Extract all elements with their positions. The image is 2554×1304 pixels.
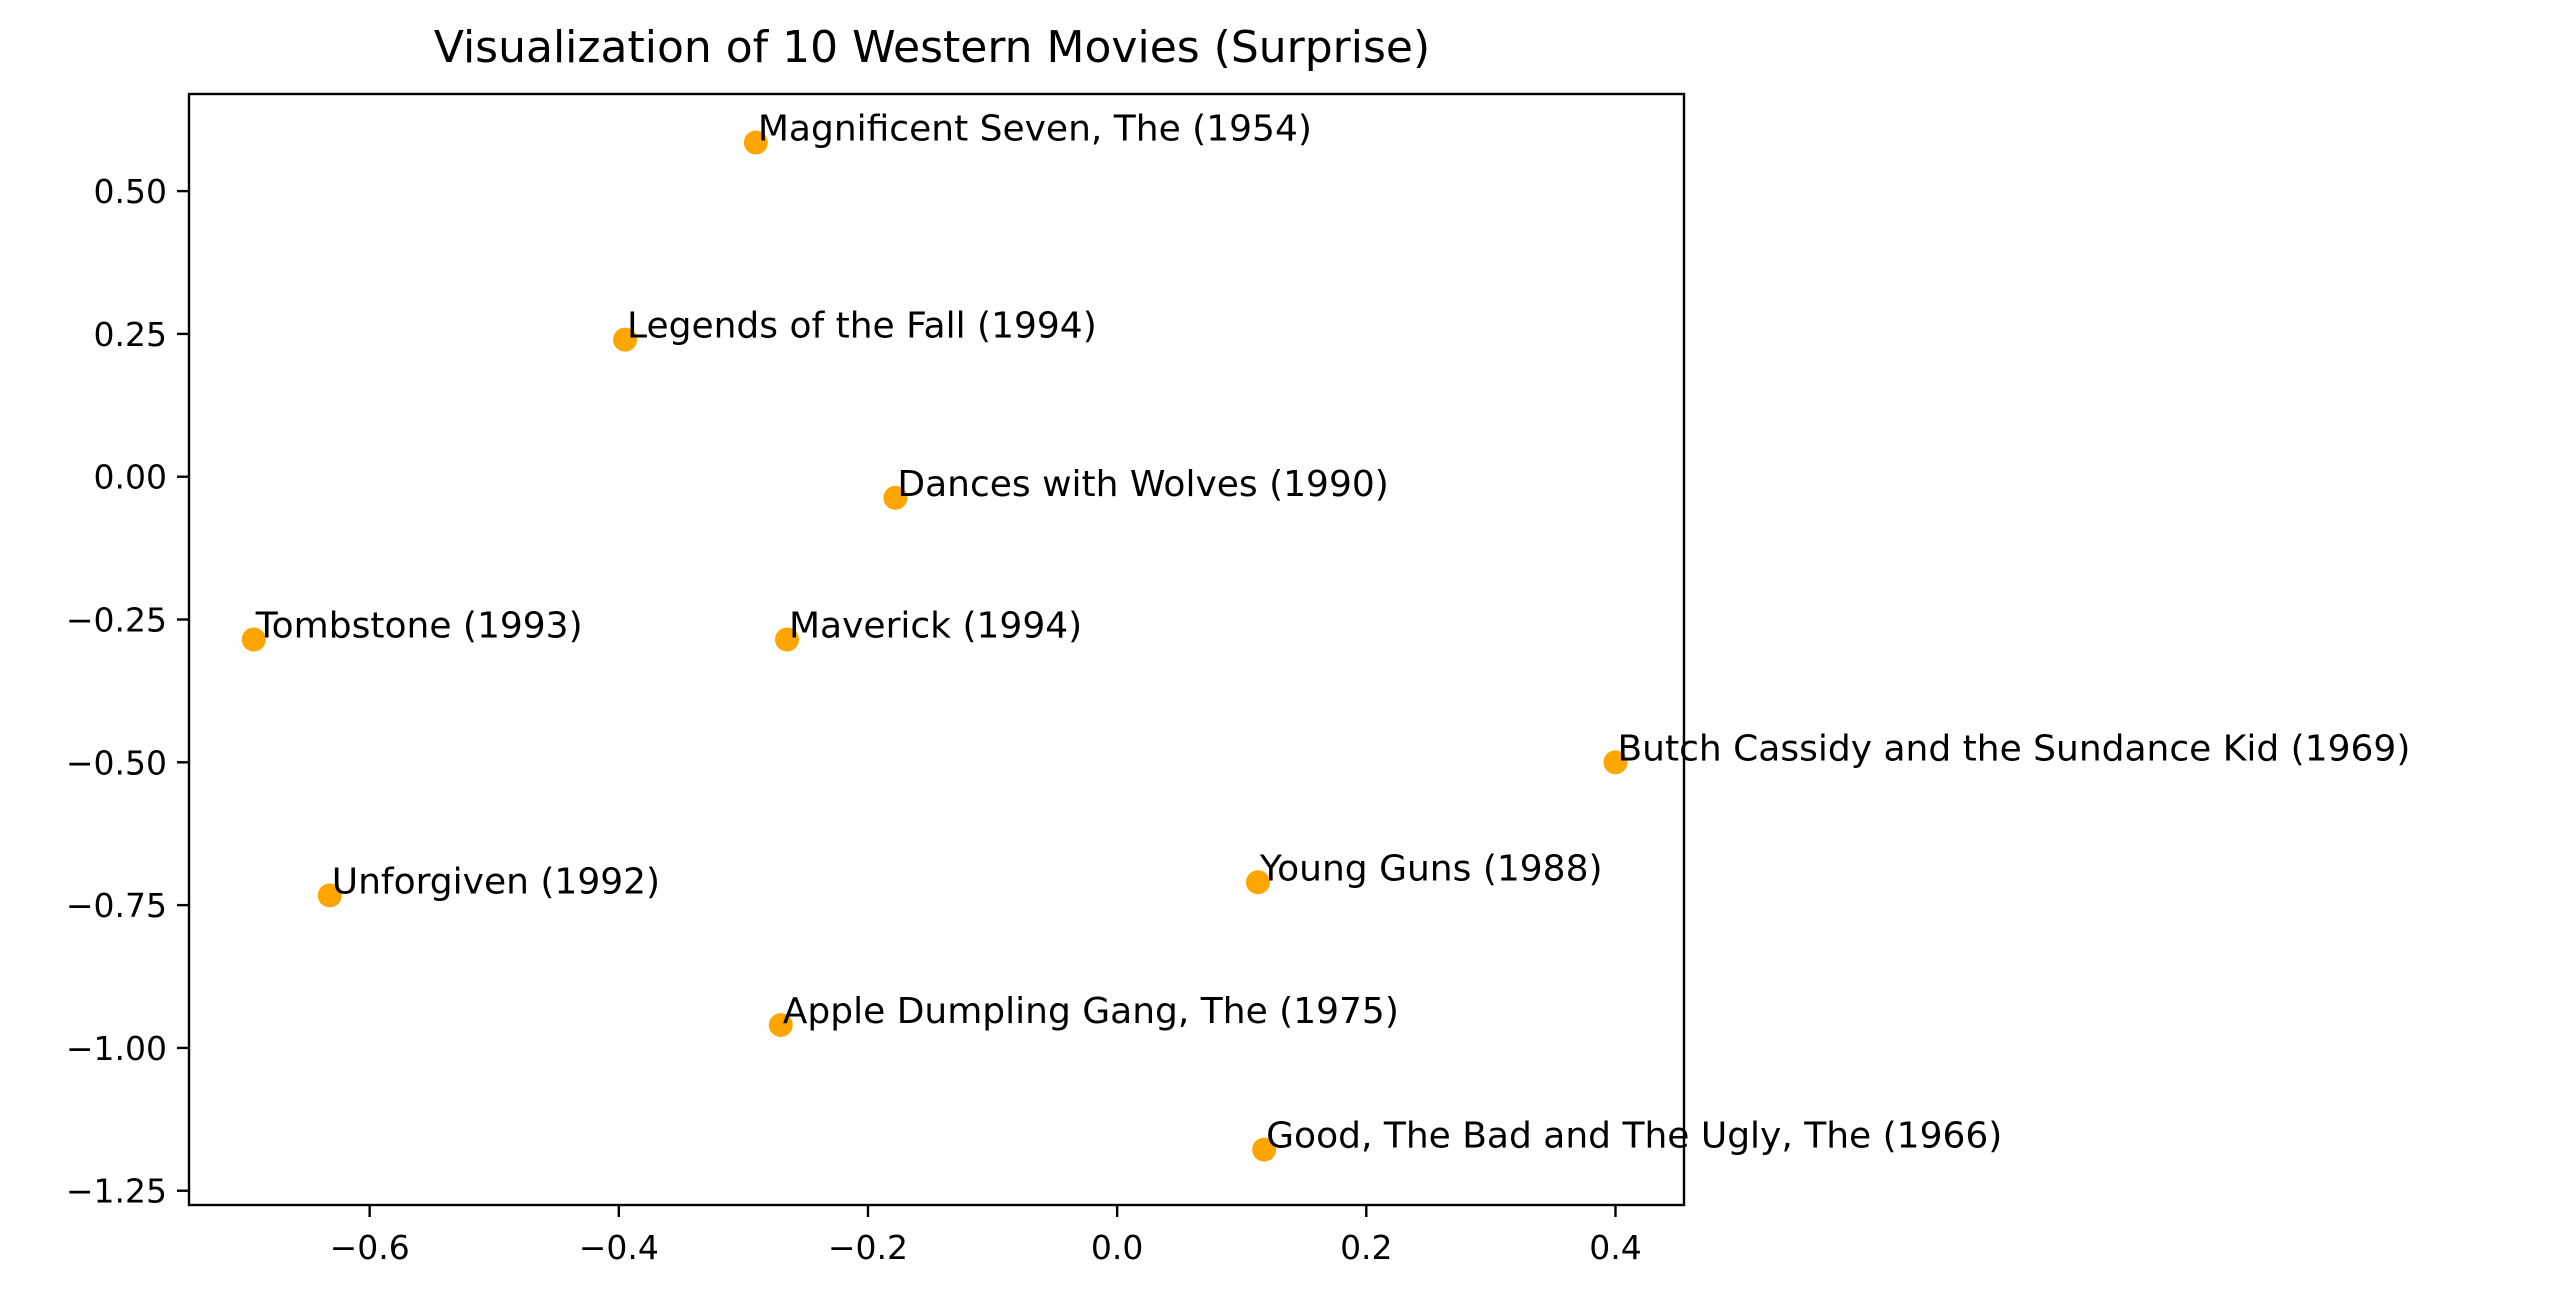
y-tick-label: −1.25 bbox=[66, 1172, 167, 1211]
data-point bbox=[1603, 750, 1628, 775]
data-point bbox=[743, 130, 768, 155]
data-point bbox=[883, 485, 908, 510]
data-point-label: Apple Dumpling Gang, The (1975) bbox=[783, 991, 1399, 1032]
data-point bbox=[1252, 1137, 1277, 1162]
x-tick-label: 0.2 bbox=[1340, 1228, 1392, 1267]
data-point-label: Maverick (1994) bbox=[789, 606, 1082, 647]
y-tick-label: 0.00 bbox=[94, 458, 167, 497]
x-tick-label: −0.2 bbox=[828, 1228, 908, 1267]
y-tick-label: −0.75 bbox=[66, 886, 167, 925]
data-point bbox=[317, 883, 342, 908]
data-point bbox=[613, 327, 638, 352]
data-point-label: Dances with Wolves (1990) bbox=[897, 464, 1388, 505]
y-tick-label: −1.00 bbox=[66, 1029, 167, 1068]
data-point bbox=[241, 627, 266, 652]
y-tick-label: 0.25 bbox=[94, 315, 167, 354]
y-axis: 0.50 0.25 0.00 −0.25 −0.50 −0.75 −1.00 −1.25 bbox=[66, 172, 189, 1211]
chart-title: Visualization of 10 Western Movies (Surp… bbox=[434, 22, 1430, 73]
x-tick-label: −0.6 bbox=[330, 1228, 410, 1267]
x-axis: −0.6 −0.4 −0.2 0.0 0.2 0.4 bbox=[330, 1205, 1642, 1267]
x-tick-label: −0.4 bbox=[579, 1228, 659, 1267]
y-tick-label: 0.50 bbox=[94, 172, 167, 211]
data-point-label: Legends of the Fall (1994) bbox=[627, 306, 1097, 347]
data-point bbox=[775, 627, 799, 652]
data-point-label: Magnificent Seven, The (1954) bbox=[758, 109, 1312, 150]
x-tick-label: 0.4 bbox=[1589, 1228, 1641, 1267]
data-point-label: Butch Cassidy and the Sundance Kid (1969… bbox=[1617, 728, 2410, 769]
data-point-label: Tombstone (1993) bbox=[255, 606, 583, 647]
data-points bbox=[241, 130, 1628, 1162]
data-labels: Magnificent Seven, The (1954) Legends of … bbox=[255, 109, 2411, 1157]
plot-area-frame bbox=[187, 92, 1686, 1207]
data-point-label: Good, The Bad and The Ugly, The (1966) bbox=[1266, 1116, 2002, 1157]
data-point-label: Unforgiven (1992) bbox=[332, 861, 660, 902]
data-point bbox=[768, 1013, 793, 1038]
y-tick-label: −0.50 bbox=[66, 743, 167, 782]
y-tick-label: −0.25 bbox=[66, 601, 167, 640]
x-tick-label: 0.0 bbox=[1091, 1228, 1143, 1267]
data-point bbox=[1245, 870, 1270, 895]
data-point-label: Young Guns (1988) bbox=[1259, 848, 1603, 889]
